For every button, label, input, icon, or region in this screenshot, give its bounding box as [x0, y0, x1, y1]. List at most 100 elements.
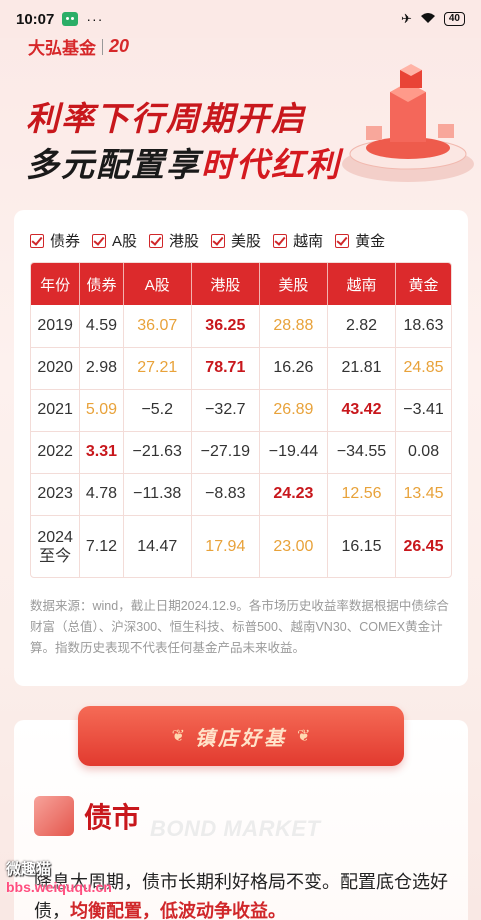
filter-label: 美股: [231, 233, 262, 250]
cell-value: 12.56: [327, 473, 397, 516]
filter-bond[interactable]: 债券: [30, 230, 80, 251]
cell-value: 4.59: [79, 305, 124, 348]
brand-divider: [102, 38, 103, 55]
checkbox-checked-icon[interactable]: [273, 233, 288, 248]
cell-value: 28.88: [259, 305, 328, 348]
cell-value: 2.98: [79, 347, 124, 390]
cell-value: 14.47: [123, 515, 192, 577]
checkbox-checked-icon[interactable]: [92, 233, 107, 248]
cell-value: 5.09: [79, 389, 124, 432]
cell-value-max: 24.23: [259, 473, 328, 516]
filter-label: 港股: [169, 233, 200, 250]
cell-year: 2021: [31, 389, 81, 432]
cell-value: −3.41: [395, 389, 451, 432]
checkbox-checked-icon[interactable]: [211, 233, 226, 248]
cell-year: 2024 至今: [31, 515, 81, 577]
status-bar: 10:07 ··· ✈ 40: [0, 0, 481, 38]
table-row: 2019 4.59 36.07 36.25 28.88 2.82 18.63: [31, 305, 451, 348]
returns-table: 年份 债券 A股 港股 美股 越南 黄金 2019 4.59 36.07 36.…: [31, 263, 451, 577]
cell-value: 21.81: [327, 347, 397, 390]
cell-year: 2020: [31, 347, 81, 390]
cell-value-max: 78.71: [191, 347, 260, 390]
header-year: 年份: [31, 263, 81, 305]
cell-value: 4.78: [79, 473, 124, 516]
checkbox-checked-icon[interactable]: [335, 233, 350, 248]
banner-inner: ❦ 镇店好基 ❦: [138, 718, 344, 754]
bond-description-highlight: 均衡配置，低波动争收益。: [70, 901, 286, 920]
header-gold: 黄金: [395, 263, 451, 305]
hero-3d-illustration: [330, 62, 480, 192]
cell-year-line1: 2024: [37, 529, 73, 547]
watermark-line1: 微趣猫: [6, 861, 52, 878]
header-a-share: A股: [123, 263, 192, 305]
cell-value-max: 36.25: [191, 305, 260, 348]
cell-value: 24.85: [395, 347, 451, 390]
cell-value-max: 3.31: [79, 431, 124, 474]
table-row: 2023 4.78 −11.38 −8.83 24.23 12.56 13.45: [31, 473, 451, 516]
asset-filter-bar: 债券 A股 港股 美股 越南 黄金: [30, 230, 397, 251]
wifi-icon: [420, 12, 436, 27]
cell-value: −5.2: [123, 389, 192, 432]
filter-a-share[interactable]: A股: [92, 230, 137, 251]
cell-value: −11.38: [123, 473, 192, 516]
hero-title-line2-b: 时代红利: [201, 146, 341, 183]
filter-us-stock[interactable]: 美股: [211, 230, 261, 251]
cell-year-line2: 至今: [39, 548, 72, 566]
table-row: 2022 3.31 −21.63 −27.19 −19.44 −34.55 0.…: [31, 431, 451, 474]
brand-header: 大弘基金 20: [28, 34, 129, 59]
header-us-stock: 美股: [259, 263, 328, 305]
bond-section-subtitle: BOND MARKET: [150, 816, 321, 841]
status-time: 10:07: [16, 10, 55, 28]
cell-value: −21.63: [123, 431, 192, 474]
cell-year: 2019: [31, 305, 81, 348]
cell-value: 16.26: [259, 347, 328, 390]
forum-watermark: 微趣猫 bbs.weiququ.cn: [6, 858, 112, 895]
header-hk-stock: 港股: [191, 263, 260, 305]
bond-category-icon: [34, 796, 74, 836]
bond-description-text: 降息大周期，债市长期利好格局不变。配置底仓选好债，: [34, 872, 448, 920]
hero-title-line2-a: 多元配置享: [26, 146, 201, 183]
filter-label: 黄金: [355, 233, 386, 250]
checkbox-checked-icon[interactable]: [149, 233, 164, 248]
filter-hk-stock[interactable]: 港股: [149, 230, 199, 251]
cell-value: 36.07: [123, 305, 192, 348]
filter-gold[interactable]: 黄金: [335, 230, 385, 251]
header-vietnam: 越南: [327, 263, 397, 305]
airplane-icon: ✈: [400, 11, 412, 26]
laurel-right-icon: ❦: [297, 728, 311, 745]
cell-value: 23.00: [259, 515, 328, 577]
battery-icon: 40: [443, 12, 465, 26]
bond-section-title: 债市: [84, 802, 141, 833]
cell-value: 27.21: [123, 347, 192, 390]
cell-value: 18.63: [395, 305, 451, 348]
cell-value: −8.83: [191, 473, 260, 516]
featured-fund-banner: ❦ 镇店好基 ❦: [78, 706, 404, 766]
banner-title: 镇店好基: [195, 727, 287, 750]
header-bond: 债券: [79, 263, 124, 305]
filter-vietnam[interactable]: 越南: [273, 230, 323, 251]
cell-value: 7.12: [79, 515, 124, 577]
cell-value: 2.82: [327, 305, 397, 348]
cell-value: −27.19: [191, 431, 260, 474]
cell-value-max: 26.45: [403, 538, 444, 556]
hero-title-line2: 多元配置享时代红利: [26, 138, 341, 186]
cell-year: 2023: [31, 473, 81, 516]
status-right: ✈ 40: [401, 11, 465, 27]
checkbox-checked-icon[interactable]: [30, 233, 44, 248]
bond-description: 降息大周期，债市长期利好格局不变。配置底仓选好债，均衡配置，低波动争收益。: [34, 868, 454, 920]
cell-value: 0.08: [395, 431, 451, 474]
cell-value: −32.7: [191, 389, 260, 432]
cell-value: 17.94: [191, 515, 260, 577]
cell-value: −34.55: [327, 431, 397, 474]
table-row: 2020 2.98 27.21 78.71 16.26 21.81 24.85: [31, 347, 451, 390]
returns-card: 债券 A股 港股 美股 越南 黄金 年份 债券: [14, 210, 468, 686]
watermark-line2: bbs.weiququ.cn: [6, 879, 112, 895]
filter-label: 债券: [50, 233, 81, 250]
cell-value-max: 43.42: [327, 389, 397, 432]
cell-year: 2022: [31, 431, 81, 474]
data-source-note: 数据来源：wind，截止日期2024.12.9。各市场历史收益率数据根据中债综合…: [30, 599, 449, 655]
table-row: 2021 5.09 −5.2 −32.7 26.89 43.42 −3.41: [31, 389, 451, 432]
hero-title-line1: 利率下行周期开启: [26, 100, 306, 137]
wechat-icon: [62, 12, 79, 26]
cell-value: 16.15: [327, 515, 397, 577]
